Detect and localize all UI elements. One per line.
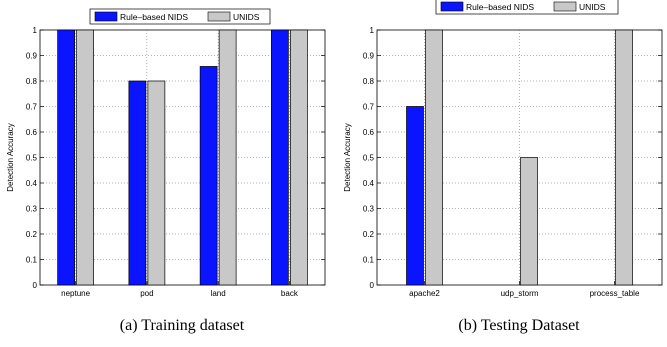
bar-rule-based <box>199 66 218 286</box>
legend-label-unids: UNIDS <box>233 12 260 22</box>
bar-unids <box>615 29 633 286</box>
chart-panel-1: 0 0.1 0.2 0.3 0.4 0.5 0.6 0.7 0.8 0.9 1 Detection A… <box>6 8 326 334</box>
bar-unids <box>218 29 237 286</box>
chart-caption: (b) Testing Dataset <box>458 317 580 334</box>
legend: Rule–based NIDS UNIDS <box>89 8 271 25</box>
y-tick-label: 1 <box>370 26 375 35</box>
legend-swatch-rule-based <box>440 1 464 12</box>
y-tick-label: 0.1 <box>26 256 38 265</box>
bar-unids <box>290 29 308 286</box>
y-tick-label: 0.9 <box>26 52 38 61</box>
legend-label-unids: UNIDS <box>579 2 606 12</box>
x-tick-label: land <box>211 289 226 298</box>
legend-swatch-rule-based <box>94 11 118 22</box>
y-tick-label: 0 <box>370 281 375 290</box>
bar-rule-based <box>406 106 424 286</box>
bar-rule-based <box>57 29 75 286</box>
y-tick-label: 0.1 <box>363 256 375 265</box>
y-tick-label: 0.7 <box>363 103 375 112</box>
legend-swatch-unids <box>553 1 577 12</box>
y-tick-label: 0.3 <box>363 205 375 214</box>
legend-swatch-unids <box>207 11 231 22</box>
y-tick-label: 0.3 <box>26 205 38 214</box>
y-tick-label: 0.2 <box>26 230 38 239</box>
y-tick-label: 1 <box>33 26 38 35</box>
y-tick-label: 0.4 <box>363 179 375 188</box>
x-tick-label: apache2 <box>409 289 440 298</box>
legend: Rule–based NIDS UNIDS <box>435 0 619 15</box>
x-tick-label: pod <box>140 289 153 298</box>
x-tick-label: udp_storm <box>501 289 539 298</box>
y-tick-label: 0.2 <box>363 230 375 239</box>
x-tick-label: process_table <box>590 289 640 298</box>
chart-panel-2: 0 0.1 0.2 0.3 0.4 0.5 0.6 0.7 0.8 0.9 1 Detection A… <box>343 0 663 334</box>
y-tick-label: 0.6 <box>363 128 375 137</box>
bar-unids <box>425 29 443 286</box>
legend-label-rule-based: Rule–based NIDS <box>120 12 188 22</box>
y-tick-label: 0.5 <box>363 154 375 163</box>
y-tick-label: 0.9 <box>363 52 375 61</box>
y-tick-label: 0.5 <box>26 154 38 163</box>
y-tick-label: 0.8 <box>26 77 38 86</box>
y-tick-label: 0.4 <box>26 179 38 188</box>
bar-rule-based <box>128 80 147 286</box>
x-tick-label: back <box>281 289 299 298</box>
bar-unids <box>76 29 94 286</box>
y-tick-label: 0.6 <box>26 128 38 137</box>
y-axis-label: Detection Accuracy <box>343 123 352 191</box>
y-axis-label: Detection Accuracy <box>6 123 15 191</box>
legend-label-rule-based: Rule–based NIDS <box>466 2 534 12</box>
bar-rule-based <box>271 29 289 286</box>
chart-caption: (a) Training dataset <box>120 317 245 334</box>
y-tick-label: 0.7 <box>26 103 38 112</box>
y-tick-label: 0.8 <box>363 77 375 86</box>
bar-unids <box>147 80 166 286</box>
x-tick-label: neptune <box>61 289 90 298</box>
bar-unids <box>520 157 538 286</box>
y-tick-label: 0 <box>33 281 38 290</box>
